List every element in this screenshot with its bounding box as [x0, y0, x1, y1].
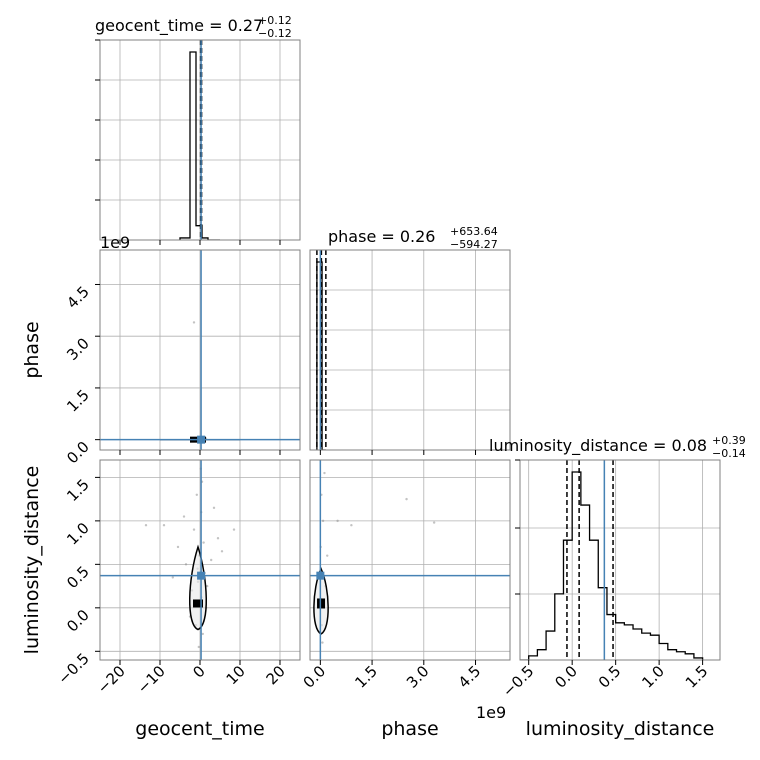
- svg-text:+0.12: +0.12: [258, 14, 292, 27]
- y-axis-label-phase: phase: [21, 321, 43, 378]
- panel-phase-hist: [309, 249, 511, 455]
- x-tick-label: 3.0: [403, 662, 433, 692]
- truth-marker: [197, 435, 206, 444]
- y-tick-label: 4.5: [63, 283, 93, 313]
- density-core: [193, 599, 203, 608]
- offset-label-phase-y: 1e9: [100, 233, 130, 252]
- x-tick-label: 0.0: [551, 662, 581, 692]
- offset-label-lumdist-x: 1e9: [476, 703, 506, 722]
- scatter-point: [216, 537, 220, 540]
- scatter-point: [321, 519, 325, 523]
- truth-marker: [316, 571, 325, 580]
- svg-text:luminosity_distance = 0.08: luminosity_distance = 0.08: [489, 436, 707, 456]
- x-tick-label: 0.0: [300, 662, 330, 692]
- grid: [310, 460, 510, 660]
- scatter-point: [192, 528, 196, 531]
- x-tick-label: −20: [94, 662, 129, 697]
- svg-text:+0.39: +0.39: [712, 434, 746, 447]
- y-tick-label: 1.0: [63, 519, 93, 549]
- panel-lumdist-vs-phase: [309, 459, 511, 665]
- scatter-point: [350, 524, 353, 527]
- x-tick-label: 1.5: [351, 662, 381, 692]
- svg-text:phase = 0.26: phase = 0.26: [328, 227, 435, 246]
- panel-border: [309, 249, 511, 451]
- scatter-point: [195, 493, 198, 496]
- x-tick-label: 10: [223, 662, 249, 688]
- scatter-point: [176, 545, 180, 549]
- panel-lumdist-vs-geocent-time: [95, 459, 301, 665]
- x-axis-label-luminosity-distance: luminosity_distance: [526, 718, 715, 740]
- scatter-point: [162, 524, 166, 527]
- scatter-point: [405, 497, 408, 501]
- svg-text:−0.12: −0.12: [258, 27, 292, 40]
- x-tick-label: 4.5: [455, 662, 485, 692]
- x-axis-label-phase: phase: [381, 718, 438, 740]
- scatter-point: [212, 506, 216, 510]
- x-tick-label: 1.0: [638, 662, 668, 692]
- panel-geocent-time-hist: [95, 39, 301, 245]
- y-axis-label-luminosity-distance: luminosity_distance: [21, 466, 43, 655]
- scatter-point: [323, 471, 326, 475]
- y-tick-label: 0.5: [63, 562, 93, 592]
- scatter-point: [197, 645, 200, 649]
- svg-text:+653.64: +653.64: [450, 225, 498, 238]
- scatter-point: [321, 641, 324, 644]
- scatter-point: [326, 554, 329, 557]
- x-tick-label: 20: [263, 662, 289, 688]
- y-tick-label: 3.0: [63, 334, 93, 364]
- scatter-point: [144, 524, 148, 527]
- title-geocent-time: geocent_time = 0.27 +0.12 −0.12: [95, 14, 292, 40]
- panel-lumdist-hist: [515, 459, 721, 665]
- x-tick-label: 1.5: [682, 662, 712, 692]
- panel-background: [310, 250, 510, 450]
- scatter-point: [206, 584, 209, 588]
- y-tick-label: 1.5: [63, 475, 93, 505]
- grid: [100, 460, 300, 660]
- panel-background: [520, 460, 720, 660]
- svg-text:geocent_time = 0.27: geocent_time = 0.27: [95, 16, 263, 36]
- scatter-point: [202, 541, 205, 544]
- x-tick-label: 0: [189, 662, 208, 681]
- svg-text:−0.14: −0.14: [712, 447, 746, 460]
- panel-background: [310, 460, 510, 660]
- histogram-step: [179, 51, 220, 240]
- scatter-point: [210, 558, 213, 562]
- title-phase: phase = 0.26 +653.64 −594.27: [328, 225, 498, 251]
- scatter-point: [220, 550, 224, 553]
- scatter-point: [171, 576, 174, 579]
- scatter-point: [232, 528, 236, 531]
- truth-marker: [197, 571, 206, 580]
- x-axis-label-geocent-time: geocent_time: [135, 718, 264, 740]
- y-tick-label: −0.5: [54, 649, 92, 687]
- x-tick-label: 0.5: [595, 662, 625, 692]
- y-tick-label: 1.5: [63, 386, 93, 416]
- scatter-point: [182, 515, 186, 518]
- histogram-step: [520, 471, 704, 660]
- y-tick-label: 0.0: [63, 606, 93, 636]
- x-tick-label: −0.5: [499, 662, 537, 700]
- scatter-point: [201, 632, 204, 636]
- svg-text:−594.27: −594.27: [450, 238, 498, 251]
- panel-border: [309, 459, 511, 661]
- scatter-point: [184, 563, 188, 566]
- scatter-point: [192, 321, 196, 324]
- y-tick-label: 0.0: [63, 438, 93, 468]
- scatter-point: [432, 521, 436, 524]
- grid: [100, 250, 300, 450]
- x-tick-label: −10: [134, 662, 169, 697]
- scatter-point: [336, 519, 339, 523]
- panel-border: [519, 459, 721, 661]
- title-luminosity-distance: luminosity_distance = 0.08 +0.39 −0.14: [489, 434, 746, 460]
- panel-phase-vs-geocent-time: [95, 249, 301, 455]
